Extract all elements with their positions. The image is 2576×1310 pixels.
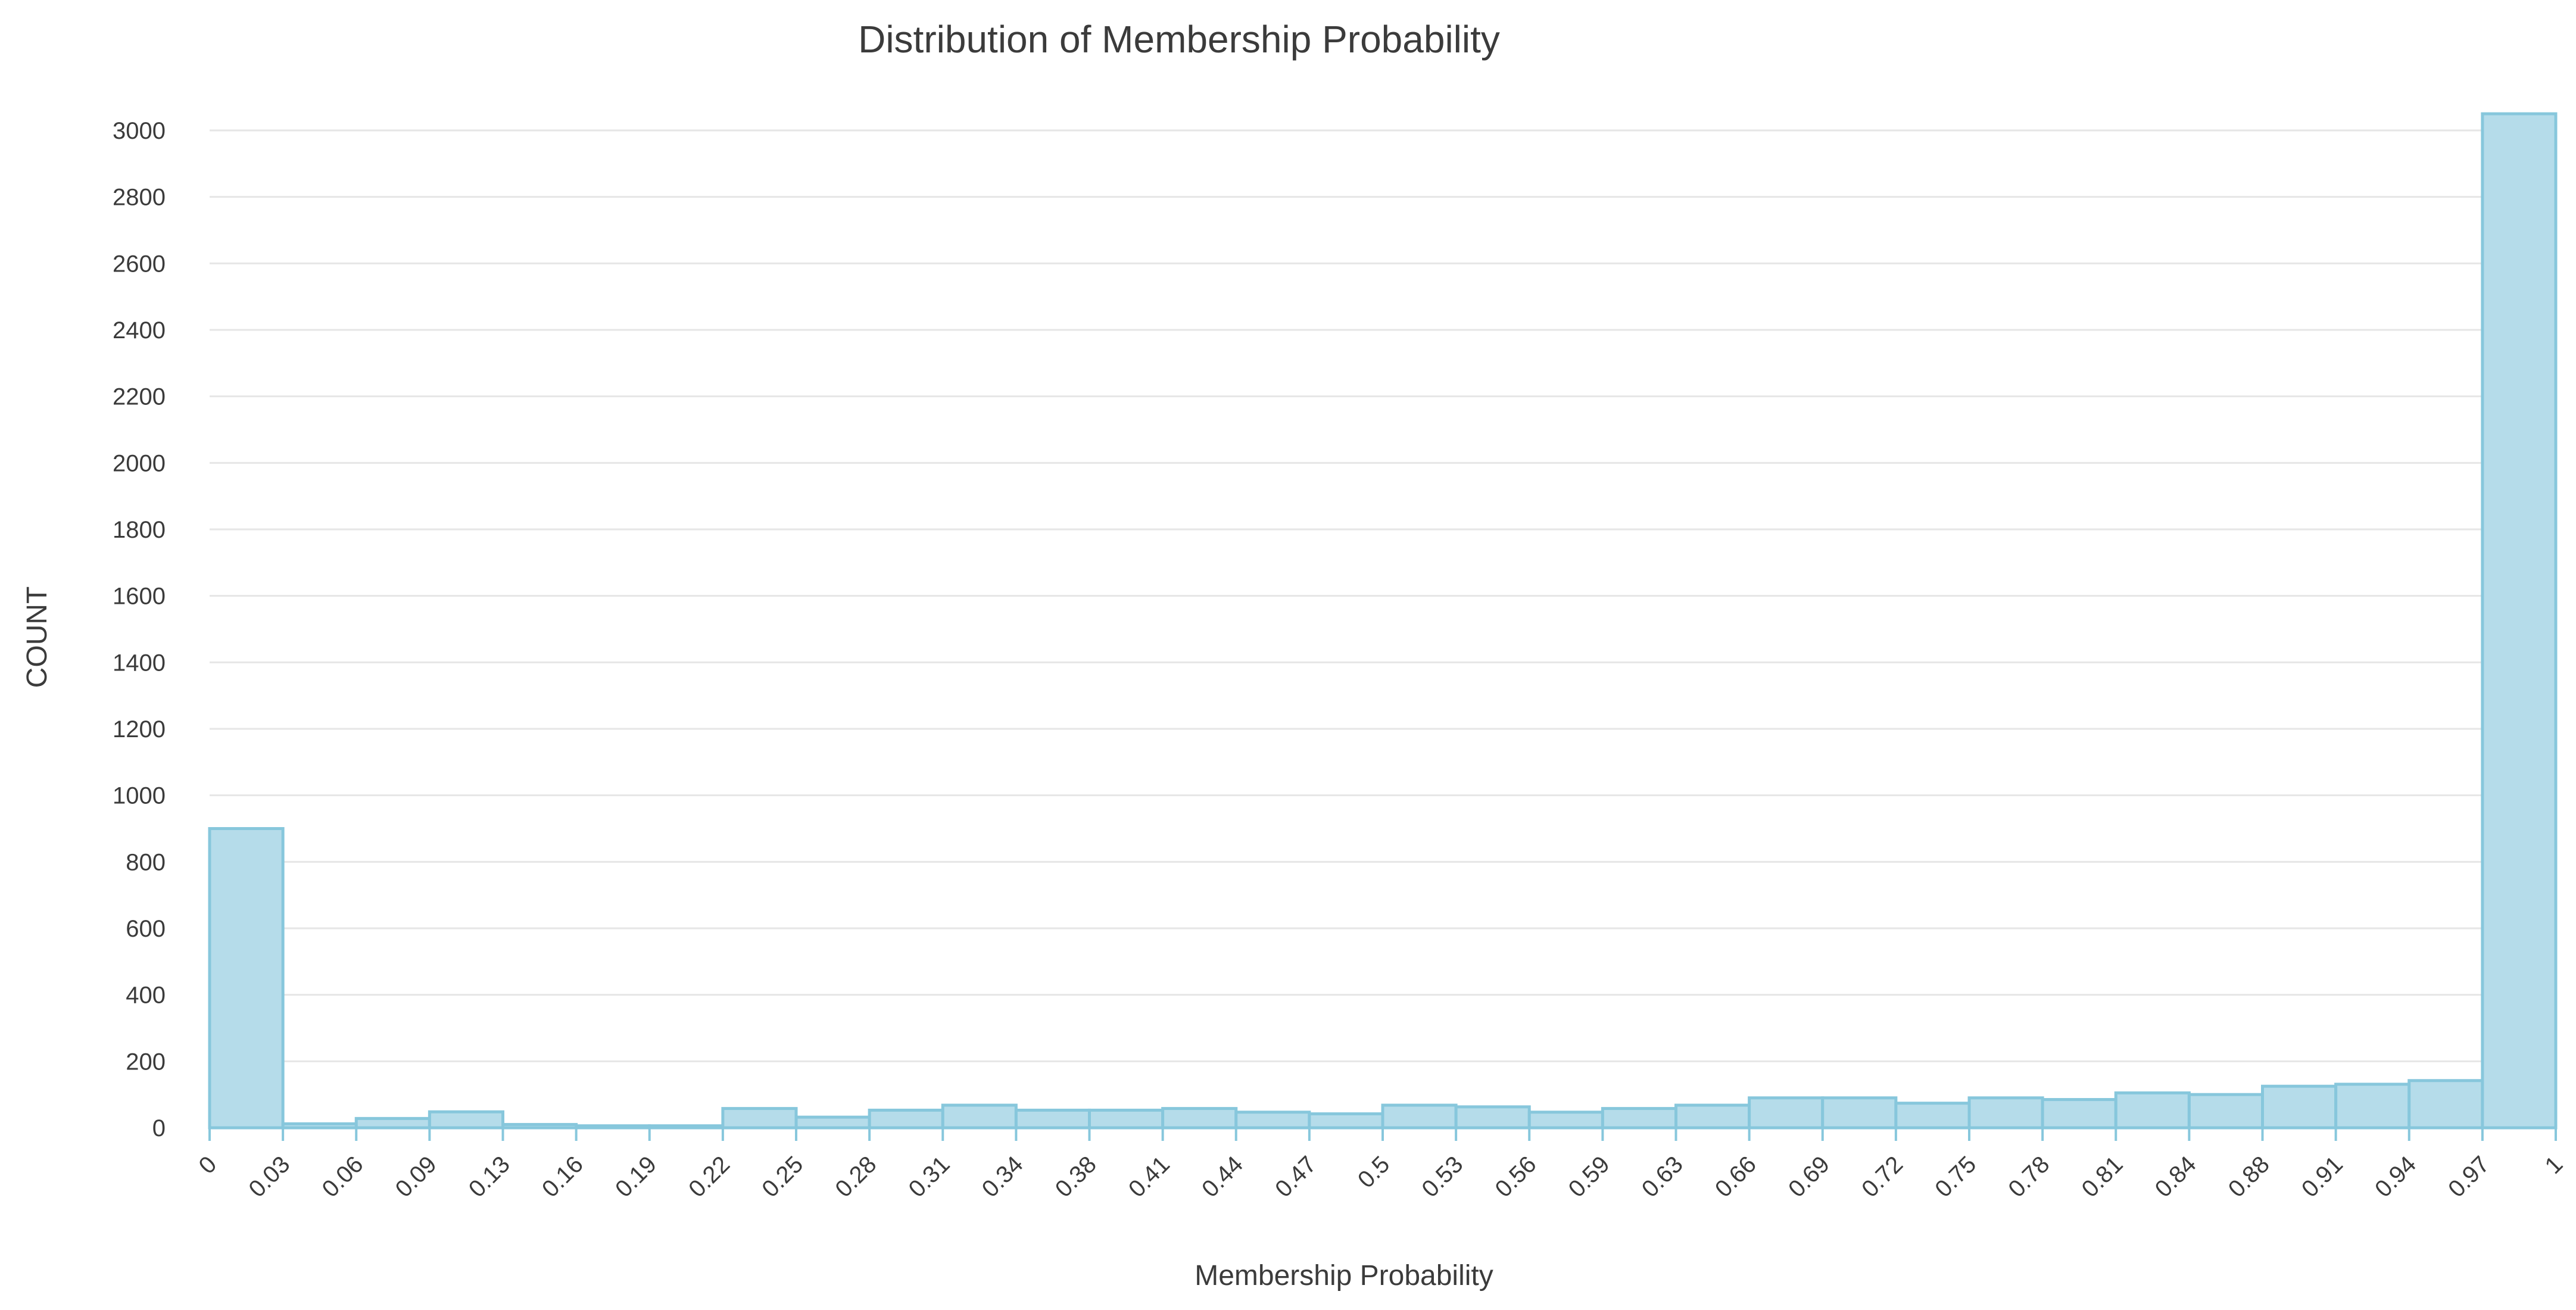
histogram-bar [941, 1103, 1018, 1130]
x-tick-label: 0.72 [1857, 1151, 1908, 1202]
histogram-bar [1821, 1096, 1898, 1130]
histogram-bar [1601, 1107, 1677, 1130]
histogram-bar [2114, 1091, 2191, 1130]
x-tick-label: 0.63 [1637, 1151, 1688, 1202]
histogram-bar [2334, 1083, 2411, 1130]
y-tick-label: 2600 [113, 251, 166, 277]
x-tick-label: 0.69 [1783, 1151, 1835, 1202]
y-tick-label: 400 [126, 982, 166, 1009]
histogram-bar [1454, 1105, 1531, 1130]
histogram-bar [1014, 1108, 1091, 1130]
x-tick-label: 0.53 [1417, 1151, 1468, 1202]
x-tick-label: 0.75 [1930, 1151, 1981, 1202]
x-tick-label: 0.13 [464, 1151, 515, 1202]
bars [208, 112, 2558, 1130]
y-tick-label: 200 [126, 1049, 166, 1075]
histogram-bar [1527, 1111, 1604, 1130]
y-tick-label: 1000 [113, 783, 166, 809]
y-tick-label: 1600 [113, 584, 166, 610]
y-tick-label: 1800 [113, 517, 166, 543]
y-tick-label: 2400 [113, 317, 166, 344]
x-tick-label: 0.28 [830, 1151, 881, 1202]
x-tick-label: 0.06 [317, 1151, 368, 1202]
x-tick-label: 0.38 [1050, 1151, 1102, 1202]
y-tick-label: 800 [126, 849, 166, 875]
x-tick-label: 0.41 [1124, 1151, 1175, 1202]
x-tick-label: 0.91 [2297, 1151, 2348, 1202]
y-tick-label: 2200 [113, 384, 166, 410]
histogram-bar [1088, 1108, 1165, 1130]
histogram-bar [2407, 1079, 2484, 1130]
chart-title: Distribution of Membership Probability [858, 18, 1500, 61]
y-tick-label: 1200 [113, 716, 166, 743]
x-tick-label: 0.34 [977, 1151, 1028, 1202]
histogram-bar [1894, 1102, 1971, 1130]
x-tick-label: 0.56 [1490, 1151, 1541, 1202]
gridlines [210, 129, 2556, 1129]
x-tick-label: 1 [2540, 1151, 2568, 1179]
histogram-bar [721, 1107, 798, 1130]
histogram-bar [1748, 1096, 1825, 1130]
x-tick-label: 0.31 [903, 1151, 955, 1202]
x-tick-labels: 0 0.03 0.06 0.09 0.13 0.16 0.19 0.22 0.25 0.28 0.3… [194, 1151, 2568, 1202]
y-tick-label: 2800 [113, 185, 166, 211]
histogram-bar [1234, 1111, 1311, 1130]
x-tick-label: 0.97 [2443, 1151, 2494, 1202]
histogram-bar [354, 1116, 431, 1130]
x-tick-label: 0.25 [757, 1151, 808, 1202]
histogram-bar [868, 1108, 944, 1130]
y-tick-label: 2000 [113, 450, 166, 476]
y-tick-label: 600 [126, 916, 166, 942]
y-axis-label: COUNT [21, 587, 53, 688]
x-tick-label: 0.94 [2370, 1151, 2421, 1202]
y-tick-label: 1400 [113, 650, 166, 676]
histogram-bar [428, 1110, 504, 1130]
histogram-bar [2041, 1098, 2117, 1130]
x-tick-label: 0.44 [1197, 1151, 1248, 1202]
histogram-bar [2481, 112, 2558, 1130]
x-tick-label: 0.81 [2076, 1151, 2128, 1202]
histogram-bar [1674, 1103, 1751, 1130]
x-tick-label: 0.09 [391, 1151, 442, 1202]
axes [208, 1127, 2557, 1141]
histogram-bar [208, 827, 285, 1130]
histogram-bar [794, 1115, 871, 1130]
histogram-bar [1967, 1096, 2044, 1130]
x-tick-label: 0.03 [244, 1151, 295, 1202]
x-tick-label: 0.66 [1710, 1151, 1761, 1202]
x-tick-label: 0.19 [610, 1151, 662, 1202]
histogram-bar [2187, 1093, 2264, 1130]
histogram-bar [1308, 1112, 1384, 1130]
histogram-bar [1381, 1103, 1458, 1130]
x-tick-label: 0.22 [684, 1151, 735, 1202]
y-tick-label: 3000 [113, 118, 166, 144]
x-tick-label: 0.5 [1353, 1151, 1395, 1193]
x-tick-label: 0.16 [537, 1151, 588, 1202]
x-tick-label: 0.78 [2003, 1151, 2054, 1202]
y-tick-labels: 0 200 400 600 800 1000 1200 1400 1600 1800 2000 220… [113, 118, 166, 1141]
histogram-bar [1161, 1107, 1238, 1130]
histogram-bar [2261, 1084, 2338, 1130]
x-tick-label: 0 [194, 1151, 222, 1179]
x-axis-label: Membership Probability [1195, 1260, 1493, 1292]
x-tick-label: 0.88 [2223, 1151, 2275, 1202]
x-tick-label: 0.84 [2150, 1151, 2201, 1202]
x-tick-label: 0.47 [1270, 1151, 1321, 1202]
y-tick-label: 0 [152, 1115, 166, 1141]
x-tick-label: 0.59 [1564, 1151, 1615, 1202]
